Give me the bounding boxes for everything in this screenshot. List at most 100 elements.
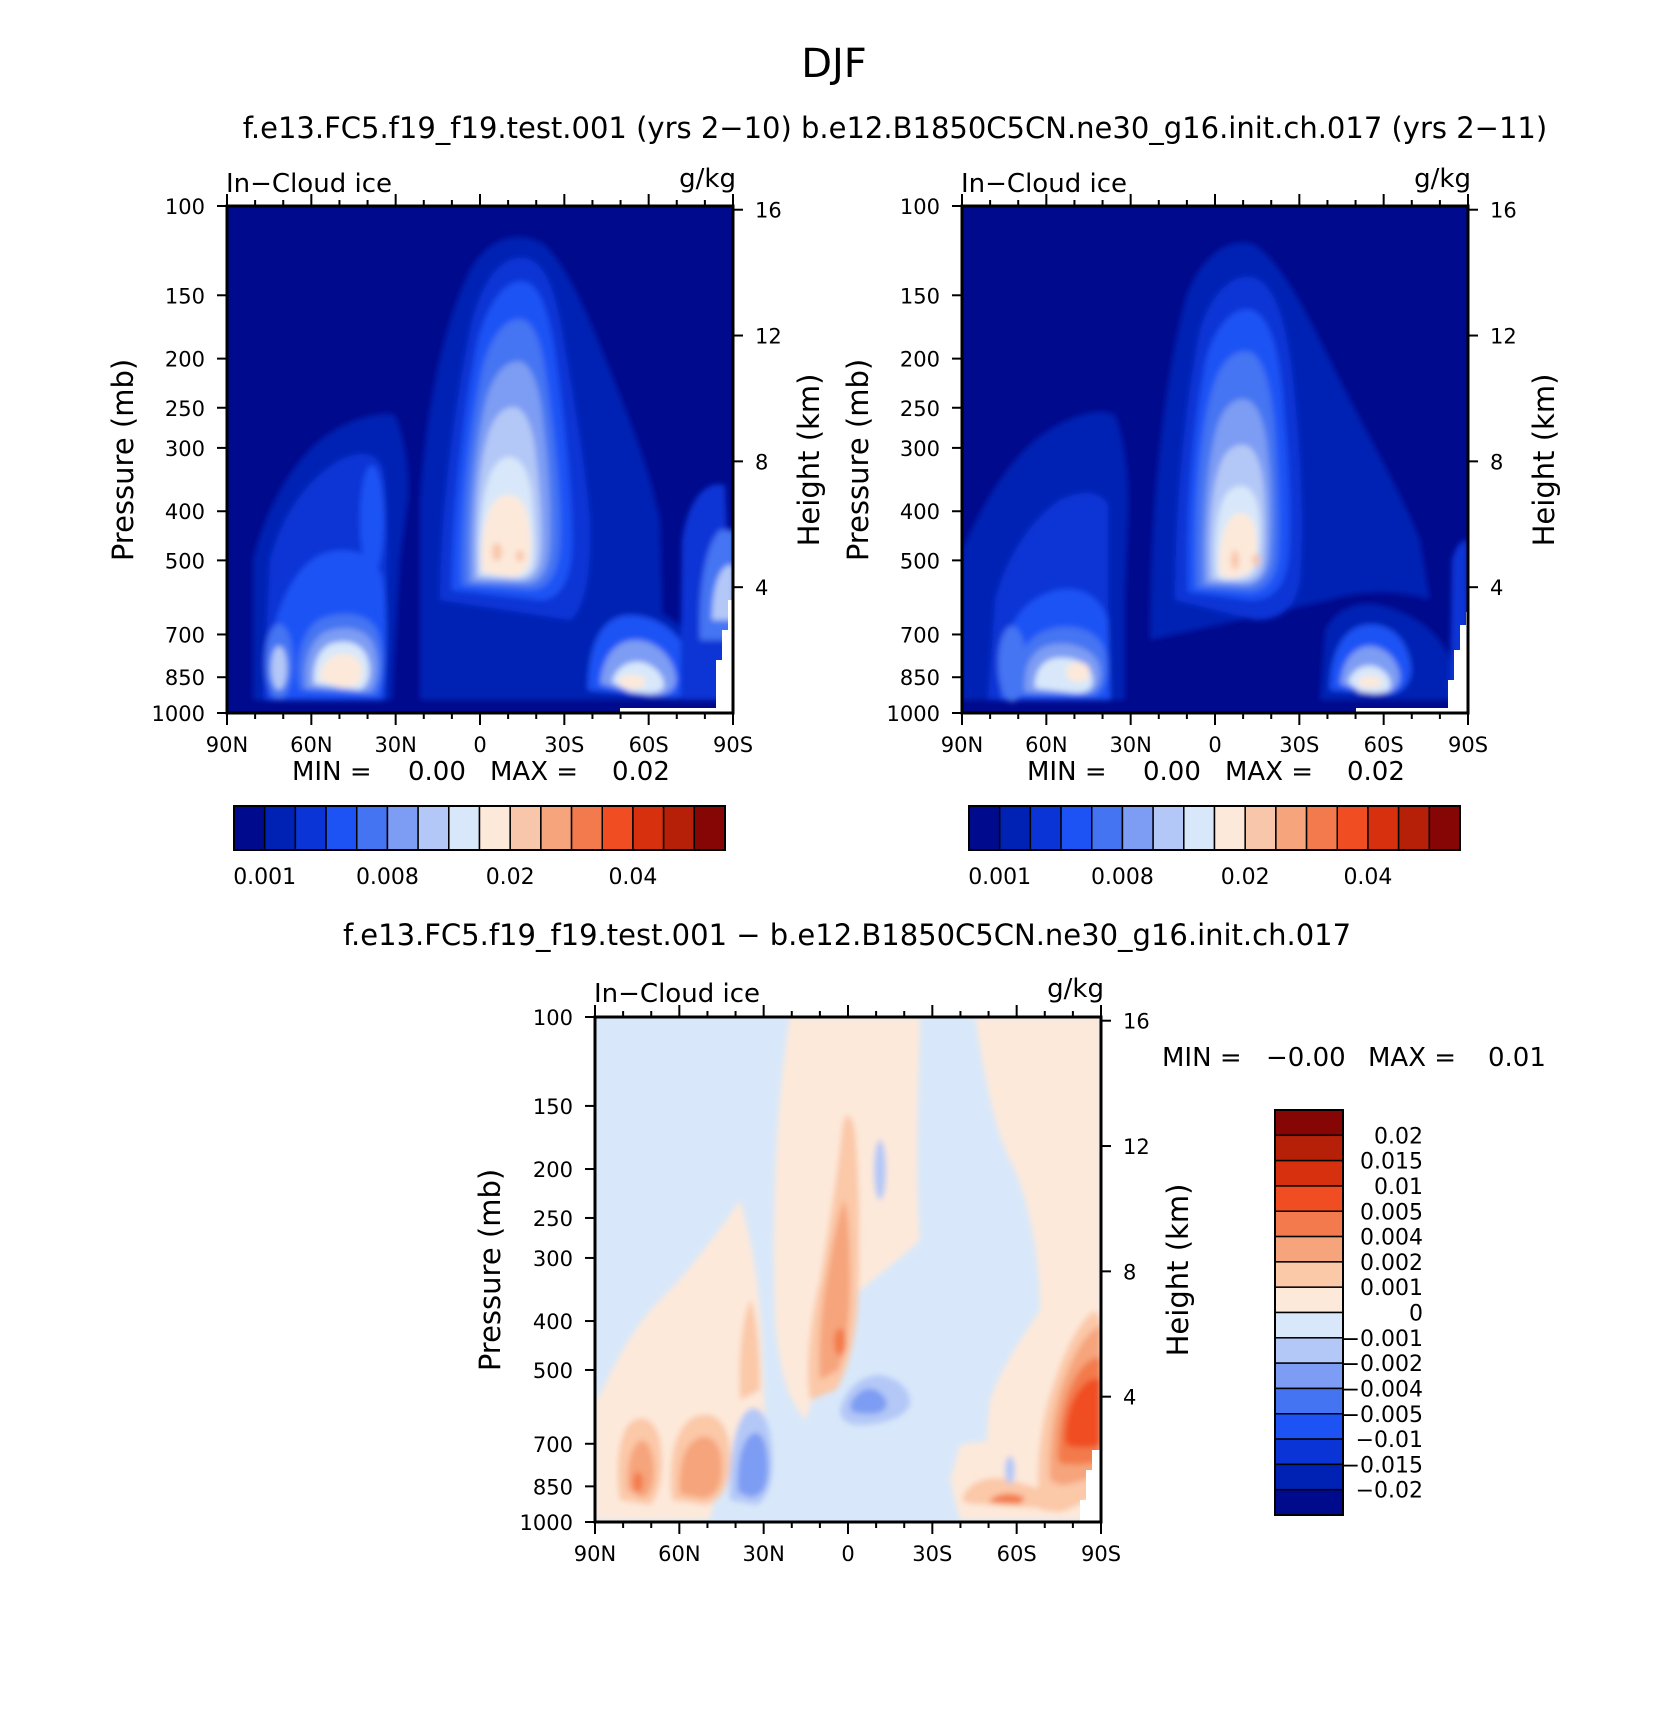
right-colorbar-frame xyxy=(968,805,1461,851)
panel-diff-max-value: 0.01 xyxy=(1488,1043,1546,1073)
panel-left-ytick-label: 300 xyxy=(165,437,205,461)
panel-diff-ytick-label: 200 xyxy=(533,1158,573,1182)
left-colorbar-frame xyxy=(233,805,726,851)
diff-colorbar-swatch xyxy=(1274,1159,1344,1187)
diff-colorbar-swatch xyxy=(1274,1337,1344,1364)
left-colorbar-swatch xyxy=(448,805,481,851)
panel-diff-ylabel: Pressure (mb) xyxy=(473,1169,507,1371)
right-colorbar-swatch xyxy=(968,805,1001,851)
panel-left-min-value: 0.00 xyxy=(408,757,466,787)
right-colorbar-swatch xyxy=(1305,805,1338,851)
left-colorbar-swatch xyxy=(601,805,634,851)
panel-diff-ytick-label: 700 xyxy=(533,1433,573,1457)
diff-colorbar-label: 0.002 xyxy=(1360,1251,1423,1276)
diff-colorbar-frame xyxy=(1274,1109,1344,1516)
panel-left: In−Cloud ice g/kg Pressure (mb) Height (… xyxy=(106,164,826,890)
figure-title: DJF xyxy=(801,41,867,87)
left-surface-mask xyxy=(620,600,733,713)
diff-colorbar-label: −0.015 xyxy=(1342,1453,1423,1478)
panel-right-ylabel: Pressure (mb) xyxy=(841,359,875,561)
diff-colorbar-swatch xyxy=(1274,1210,1344,1238)
right-level-8-trop xyxy=(1219,513,1257,578)
left-colorbar-swatch xyxy=(325,805,358,851)
diff-colorbar-label: −0.005 xyxy=(1342,1403,1423,1428)
panel-diff-height-tick-label: 4 xyxy=(1123,1386,1136,1410)
panel-diff-ytick-label: 500 xyxy=(533,1359,573,1383)
diff-colorbar-swatch xyxy=(1274,1311,1344,1339)
left-colorbar-swatch xyxy=(509,805,542,851)
panel-left-xtick-label: 60S xyxy=(629,733,669,757)
panel-left-xtick-label: 30N xyxy=(374,733,416,757)
panel-left-ytick-label: 500 xyxy=(165,549,205,573)
left-colorbar-swatch xyxy=(233,805,266,851)
panel-right-xtick-label: 90S xyxy=(1448,733,1488,757)
panel-diff-ylabel-right: Height (km) xyxy=(1161,1184,1195,1357)
right-colorbar-swatch xyxy=(1397,805,1431,851)
diff-colorbar-swatch xyxy=(1274,1185,1344,1212)
right-colorbar-label: 0.008 xyxy=(1091,865,1154,890)
left-colorbar-swatch xyxy=(662,805,696,851)
panel-right-xtick-label: 30S xyxy=(1279,733,1319,757)
panel-left-xtick-label: 30S xyxy=(544,733,584,757)
right-colorbar-swatch xyxy=(1029,805,1062,851)
right-colorbar-swatch xyxy=(1121,805,1154,851)
left-colorbar-swatch xyxy=(386,805,419,851)
panel-right-ytick-label: 400 xyxy=(900,500,940,524)
left-colorbar-swatch xyxy=(478,805,511,851)
panel-diff-height-tick-label: 8 xyxy=(1123,1260,1136,1284)
panel-diff-ytick-label: 400 xyxy=(533,1310,573,1334)
panel-right-height-tick-label: 12 xyxy=(1490,325,1517,349)
panel-left-axes: 100 150 200 250 300 400 500 700 850 1000 16 12 8 4 90N… xyxy=(152,194,782,757)
panel-left-ytick-label: 700 xyxy=(165,623,205,647)
panel-left-ytick-label: 1000 xyxy=(152,702,205,726)
right-level-9-trop-b xyxy=(1252,554,1260,566)
diff-colorbar-swatch xyxy=(1274,1109,1344,1137)
panel-right-height-tick-label: 4 xyxy=(1490,576,1503,600)
diff-level-0.002-nh-c xyxy=(739,1300,760,1400)
panel-left-units: g/kg xyxy=(679,164,736,194)
diff-colorbar-label: 0.02 xyxy=(1374,1124,1423,1149)
panel-right-ytick-label: 300 xyxy=(900,437,940,461)
diff-colorbar-label: 0.015 xyxy=(1360,1150,1423,1175)
panel-right-ytick-label: 200 xyxy=(900,348,940,372)
right-colorbar-swatch xyxy=(1336,805,1369,851)
panel-diff-xtick-label: 90N xyxy=(574,1542,616,1566)
panel-right-ytick-label: 150 xyxy=(900,284,940,308)
panel-diff-title: In−Cloud ice xyxy=(594,979,760,1009)
diff-colorbar-label: 0.01 xyxy=(1374,1175,1423,1200)
panel-left-ytick-label: 150 xyxy=(165,284,205,308)
diff-colorbar-swatch xyxy=(1274,1387,1344,1415)
right-surface-mask xyxy=(1356,612,1468,713)
left-colorbar-swatch xyxy=(632,805,665,851)
panel-diff-max-label: MAX = xyxy=(1368,1043,1456,1073)
panel-left-title: In−Cloud ice xyxy=(226,169,392,199)
panel-right-colorbar: 0.001 0.008 0.02 0.04 xyxy=(968,805,1461,890)
diff-level-0.001neg-upper xyxy=(874,1140,886,1200)
left-level-6-polar xyxy=(712,565,733,620)
panel-right: In−Cloud ice g/kg Pressure (mb) Height (… xyxy=(841,164,1561,890)
right-colorbar-swatch xyxy=(1060,805,1093,851)
right-colorbar-swatch xyxy=(1244,805,1277,851)
left-colorbar-swatch xyxy=(693,805,726,851)
panel-diff-ytick-label: 1000 xyxy=(520,1511,573,1535)
panel-left-ytick-label: 200 xyxy=(165,348,205,372)
panel-diff-height-tick-label: 12 xyxy=(1123,1135,1150,1159)
panel-right-units: g/kg xyxy=(1414,164,1471,194)
panel-left-height-tick-label: 12 xyxy=(755,325,782,349)
panel-diff-field xyxy=(595,1017,1101,1522)
panel-diff-xtick-label: 30N xyxy=(742,1542,784,1566)
diff-colorbar-swatch xyxy=(1274,1286,1344,1314)
panel-diff: In−Cloud ice g/kg Pressure (mb) Height (… xyxy=(473,974,1546,1566)
panel-left-xtick-label: 90S xyxy=(713,733,753,757)
right-colorbar-swatch xyxy=(1183,805,1216,851)
panel-right-min-value: 0.00 xyxy=(1143,757,1201,787)
right-colorbar-swatch xyxy=(1091,805,1124,851)
panel-right-xtick-label: 30N xyxy=(1109,733,1151,757)
right-colorbar-swatch xyxy=(1275,805,1308,851)
panel-diff-ytick-label: 850 xyxy=(533,1475,573,1499)
panel-right-xtick-label: 0 xyxy=(1208,733,1221,757)
right-level-4-nh-west xyxy=(998,626,1026,702)
panel-right-max-label: MAX = xyxy=(1225,757,1313,787)
right-colorbar-swatch xyxy=(1428,805,1461,851)
